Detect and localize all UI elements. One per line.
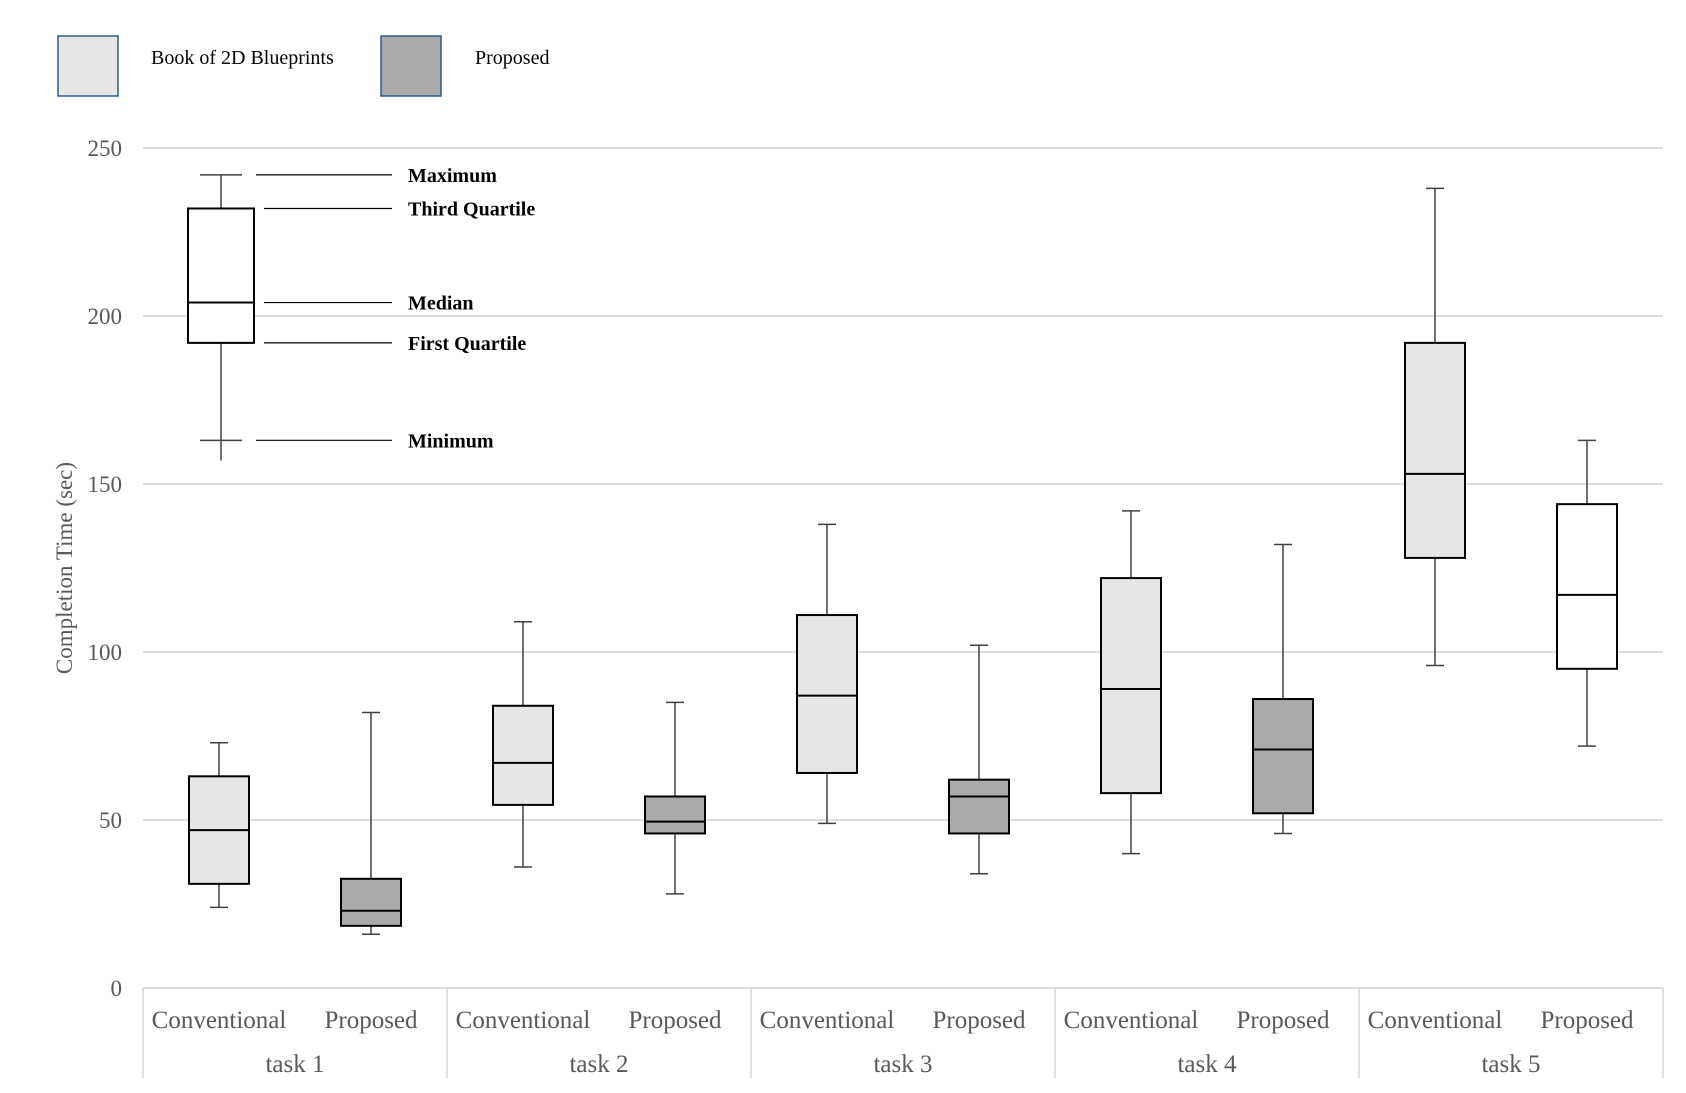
explanatory-box — [187, 207, 255, 344]
category-label: Proposed — [1236, 1007, 1330, 1034]
category-label: Conventional — [456, 1007, 591, 1034]
annotation-label: Median — [408, 293, 474, 315]
legend-label: Book of 2D Blueprints — [151, 47, 334, 69]
category-label: Conventional — [1368, 1007, 1503, 1034]
legend-swatch — [57, 35, 119, 97]
category-label: Proposed — [932, 1007, 1026, 1034]
category-label: Conventional — [760, 1007, 895, 1034]
legend-swatch — [380, 35, 442, 97]
box-iqr — [644, 795, 706, 835]
category-label: Conventional — [152, 1007, 287, 1034]
task-label: task 2 — [569, 1051, 628, 1078]
y-tick-label: 200 — [88, 304, 123, 329]
category-label: Proposed — [324, 1007, 418, 1034]
y-tick-label: 0 — [111, 976, 123, 1001]
category-label: Proposed — [628, 1007, 722, 1034]
annotation-label: Third Quartile — [408, 198, 535, 220]
category-label: Proposed — [1540, 1007, 1634, 1034]
task-label: task 4 — [1177, 1051, 1237, 1078]
y-tick-label: 250 — [88, 136, 123, 161]
y-axis-title: Completion Time (sec) — [52, 462, 77, 674]
box-iqr — [492, 704, 554, 806]
y-tick-label: 150 — [88, 472, 123, 497]
y-tick-label: 100 — [88, 640, 123, 665]
box-iqr — [1556, 503, 1618, 670]
annotation-label: First Quartile — [408, 333, 526, 355]
box-iqr — [1252, 698, 1314, 815]
task-label: task 1 — [265, 1051, 324, 1078]
box-iqr — [948, 778, 1010, 835]
y-tick-label: 50 — [99, 808, 122, 833]
legend-label: Proposed — [475, 47, 549, 69]
box-iqr — [1100, 577, 1162, 795]
annotation-label: Minimum — [408, 430, 494, 452]
box-iqr — [1404, 341, 1466, 559]
box-iqr — [340, 877, 402, 927]
annotation-label: Maximum — [408, 165, 497, 187]
task-label: task 5 — [1481, 1051, 1540, 1078]
box-iqr — [796, 614, 858, 774]
task-label: task 3 — [873, 1051, 932, 1078]
category-label: Conventional — [1064, 1007, 1199, 1034]
